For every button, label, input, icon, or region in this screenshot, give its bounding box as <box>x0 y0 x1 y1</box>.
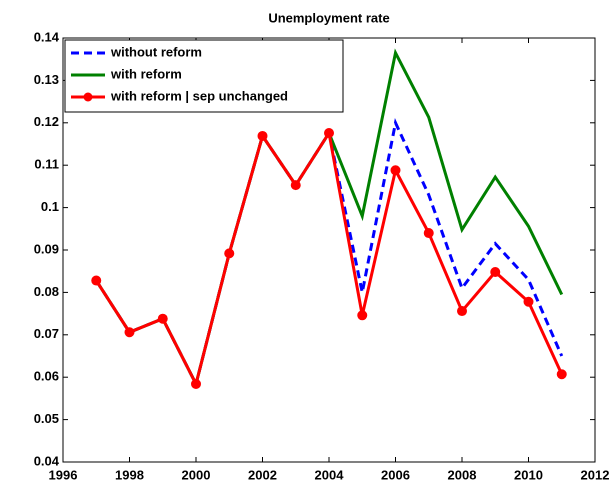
point <box>390 165 401 176</box>
chart-title: Unemployment rate <box>268 10 389 25</box>
point <box>224 248 235 259</box>
point <box>257 130 268 141</box>
y-tick-label: 0.09 <box>34 241 59 256</box>
point <box>191 378 201 389</box>
y-tick-label: 0.07 <box>34 326 59 341</box>
point <box>91 275 102 286</box>
x-tick-label: 2006 <box>381 467 410 482</box>
y-tick-label: 0.11 <box>34 157 59 172</box>
legend-label: with reform | sep unchanged <box>110 88 288 103</box>
x-tick-label: 2002 <box>248 467 277 482</box>
x-tick-label: 2012 <box>581 467 610 482</box>
x-tick-label: 1998 <box>115 467 144 482</box>
point <box>457 306 467 317</box>
y-tick-label: 0.1 <box>41 199 59 214</box>
legend-label: without reform <box>110 44 202 59</box>
point <box>324 127 334 138</box>
x-tick-label: 2010 <box>514 467 543 482</box>
x-tick-label: 1996 <box>49 467 78 482</box>
y-tick-label: 0.04 <box>34 453 60 468</box>
point <box>357 310 368 321</box>
legend-label: with reform <box>110 66 182 81</box>
y-tick-label: 0.08 <box>34 284 59 299</box>
x-tick-label: 2000 <box>182 467 211 482</box>
x-tick-label: 2004 <box>315 467 345 482</box>
point <box>523 296 534 307</box>
y-tick-label: 0.13 <box>34 72 59 87</box>
y-tick-label: 0.06 <box>34 369 59 384</box>
point <box>556 369 567 380</box>
point <box>490 267 501 278</box>
point <box>423 228 434 239</box>
point <box>157 313 168 324</box>
y-tick-label: 0.12 <box>34 114 59 129</box>
x-tick-label: 2008 <box>448 467 477 482</box>
point <box>290 180 301 191</box>
legend-box <box>64 39 344 113</box>
legend-marker <box>83 92 93 102</box>
y-tick-label: 0.14 <box>34 29 60 44</box>
point <box>124 327 135 338</box>
y-tick-label: 0.05 <box>34 411 59 426</box>
